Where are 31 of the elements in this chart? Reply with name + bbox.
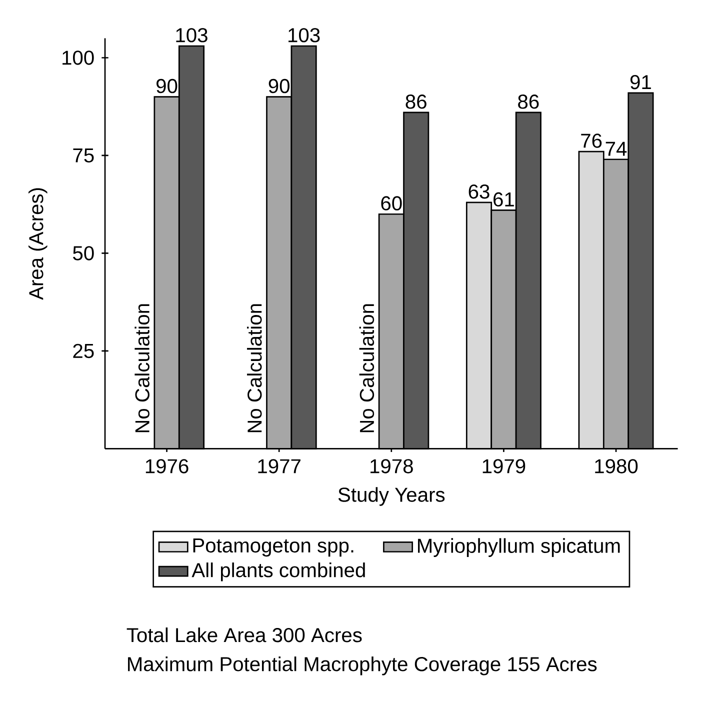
x-tick-label: 1978 [370, 459, 413, 474]
text: Maximum Potential Macrophyte Coverage 155 Acres [128, 656, 596, 676]
data-label: 91 [630, 74, 651, 90]
data-label: 103 [176, 28, 208, 42]
text: Total Lake Area 300 Acres [126, 627, 362, 642]
data-label: 86 [406, 94, 426, 109]
y-tick-label: 25 [72, 344, 94, 358]
data-label: 76 [580, 134, 602, 148]
annotation: No Calculation [359, 304, 374, 432]
y-axis-title: Area (Acres) [28, 188, 48, 300]
legend-label: Potamogeton spp. [193, 538, 353, 557]
data-label: 90 [268, 78, 290, 94]
data-label: 90 [156, 78, 177, 94]
x-tick-label: 1977 [258, 459, 300, 474]
annotation: No Calculation [246, 304, 262, 432]
y-tick-label: 100 [62, 50, 94, 65]
data-label: 103 [288, 28, 320, 42]
data-label: 61 [493, 192, 514, 207]
annotation: No Calculation [134, 304, 150, 432]
data-label: 63 [468, 184, 490, 199]
x-tick-label: 1976 [146, 459, 188, 474]
legend-label: All plants combined [191, 562, 365, 582]
data-label: 74 [606, 142, 626, 156]
x-tick-label: 1979 [482, 459, 525, 474]
y-tick-label: 75 [73, 148, 94, 162]
data-label: 86 [518, 94, 539, 109]
legend-label: Myriophyllum spicatum [418, 538, 620, 557]
x-axis-title: Study Years [338, 487, 444, 506]
y-tick-label: 50 [72, 246, 94, 260]
x-tick-label: 1980 [594, 459, 638, 474]
data-label: 60 [381, 196, 402, 210]
